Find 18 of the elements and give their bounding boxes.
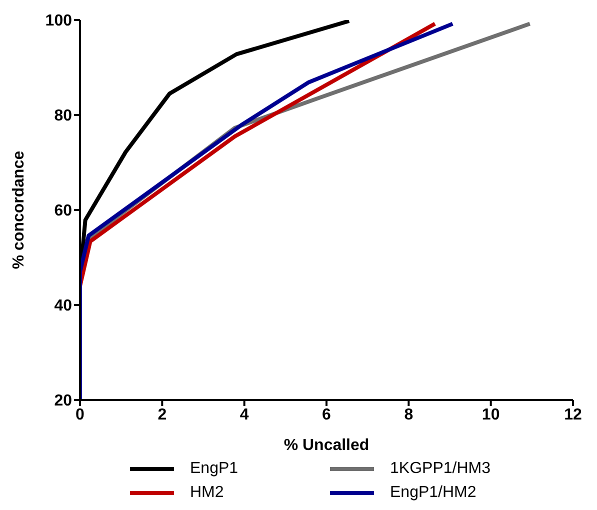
y-tick-label: 80 xyxy=(54,108,72,125)
legend-label: EngP1/HM2 xyxy=(390,484,476,502)
x-axis-title: % Uncalled xyxy=(284,437,370,454)
x-tick-label: 2 xyxy=(158,406,167,424)
y-tick-label: 40 xyxy=(54,298,72,315)
legend-label: HM2 xyxy=(190,484,224,502)
x-tick-label: 0 xyxy=(76,406,85,424)
y-tick-label: 60 xyxy=(54,202,72,220)
x-tick-label: 12 xyxy=(564,406,582,424)
y-axis-title: % concordance xyxy=(10,150,28,270)
x-tick-label: 8 xyxy=(404,406,414,424)
y-tick-label: 20 xyxy=(54,392,72,410)
x-tick-label: 10 xyxy=(482,406,500,424)
y-tick-label: 100 xyxy=(45,12,72,30)
x-tick-label: 4 xyxy=(240,406,249,424)
legend-label: 1KGPP1/HM3 xyxy=(390,460,490,478)
x-tick-label: 6 xyxy=(322,406,332,424)
legend-label: EngP1 xyxy=(190,460,238,478)
